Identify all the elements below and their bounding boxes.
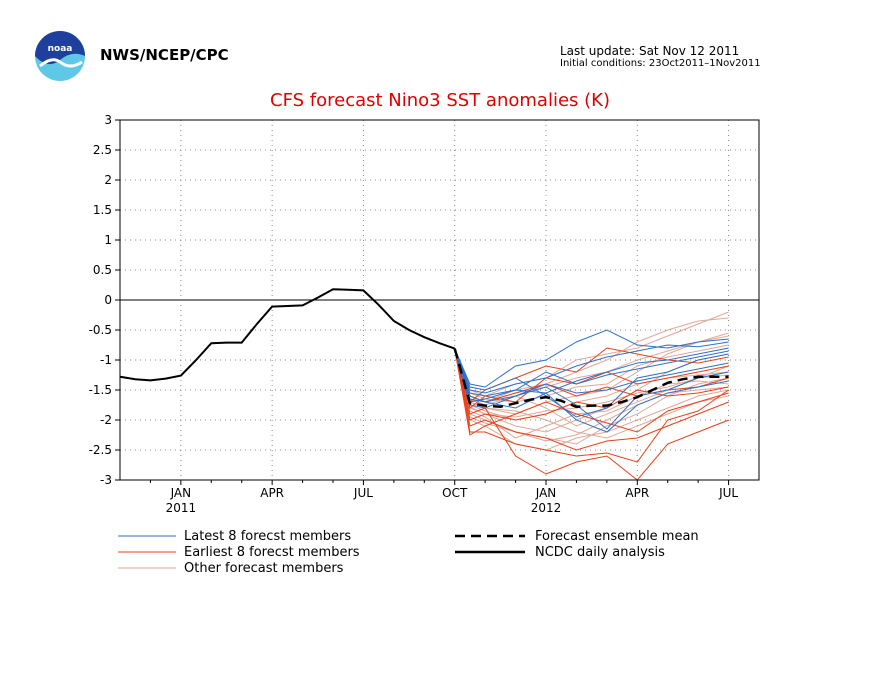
x-tick-label: JAN [170, 486, 192, 500]
chart-title: CFS forecast Nino3 SST anomalies (K) [270, 90, 610, 111]
latest-member-line [454, 347, 729, 397]
initial-conditions-label: Initial conditions: 23Oct2011–1Nov2011 [560, 58, 761, 69]
other-member-line [454, 348, 729, 442]
x-tick-label: APR [260, 486, 284, 500]
earliest-member-line [454, 348, 729, 436]
legend-label-latest: Latest 8 forecst members [184, 529, 351, 544]
member-layer [454, 311, 729, 480]
legend-label-other: Other forecast members [184, 561, 344, 576]
legend-layer: Latest 8 forecst members Earliest 8 fore… [118, 529, 699, 576]
earliest-member-line [454, 348, 729, 463]
y-tick-label: -2.5 [89, 443, 112, 457]
y-tick-label: 1.5 [93, 203, 112, 217]
last-update-label: Last update: Sat Nov 12 2011 [560, 44, 740, 58]
y-tick-label: -0.5 [89, 323, 112, 337]
legend-label-earliest: Earliest 8 forecst members [184, 545, 360, 560]
y-tick-label: -1.5 [89, 383, 112, 397]
other-member-line [454, 344, 729, 403]
other-member-line [454, 348, 729, 451]
y-tick-label: 2.5 [93, 143, 112, 157]
ensemble-mean-line [453, 348, 729, 409]
earliest-member-line [454, 348, 729, 480]
x-tick-label: JUL [718, 486, 738, 500]
x-tick-year-label: 2012 [531, 501, 562, 515]
latest-member-line [454, 348, 729, 433]
x-tick-year-label: 2011 [166, 501, 197, 515]
y-tick-label: -3 [100, 473, 112, 487]
x-tick-label: JUL [353, 486, 373, 500]
org-label: NWS/NCEP/CPC [100, 46, 229, 64]
earliest-member-line [454, 348, 729, 451]
y-tick-label: 0 [104, 293, 112, 307]
main-layer [119, 288, 729, 409]
latest-member-line [454, 348, 729, 403]
latest-member-line [454, 348, 729, 418]
svg-text:noaa: noaa [48, 44, 73, 54]
y-tick-label: -2 [100, 413, 112, 427]
ncdc-analysis-line [119, 288, 456, 382]
x-tick-label: OCT [442, 486, 468, 500]
axis-layer: 32.521.510.50-0.5-1-1.5-2-2.5-3JAN2011AP… [89, 113, 739, 515]
y-tick-label: 0.5 [93, 263, 112, 277]
y-tick-label: -1 [100, 353, 112, 367]
x-tick-label: APR [625, 486, 649, 500]
noaa-logo-icon: noaa [35, 31, 85, 81]
x-tick-label: JAN [535, 486, 557, 500]
y-tick-label: 2 [104, 173, 112, 187]
legend-label-analysis: NCDC daily analysis [535, 545, 665, 560]
legend-label-mean: Forecast ensemble mean [535, 529, 699, 544]
latest-member-line [454, 348, 729, 409]
latest-member-line [454, 341, 729, 394]
earliest-member-line [454, 348, 729, 421]
y-tick-label: 1 [104, 233, 112, 247]
y-tick-label: 3 [104, 113, 112, 127]
